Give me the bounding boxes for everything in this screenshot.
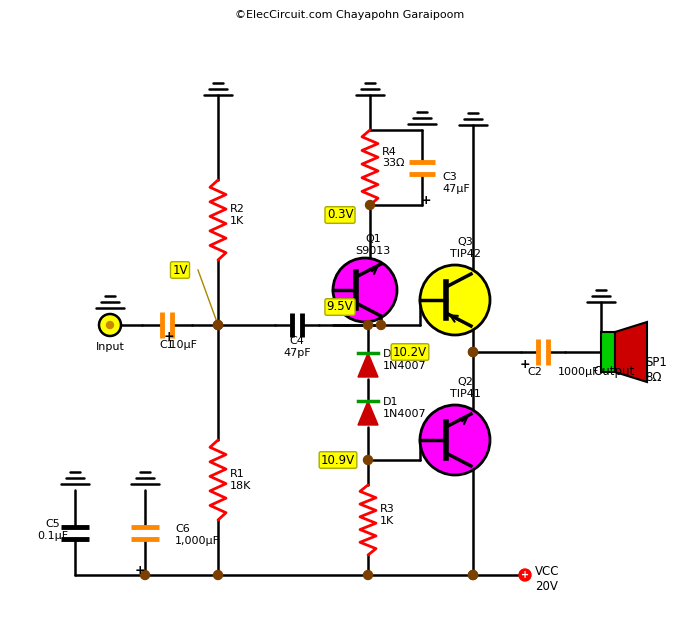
Text: 10µF: 10µF — [153, 340, 197, 350]
Polygon shape — [358, 353, 378, 377]
Text: C3
47µF: C3 47µF — [442, 172, 470, 194]
Text: +: + — [164, 330, 174, 344]
Circle shape — [365, 201, 375, 210]
Text: +: + — [519, 358, 531, 370]
Text: R3
1K: R3 1K — [380, 504, 395, 526]
Text: C6
1,000µF: C6 1,000µF — [175, 525, 220, 546]
Circle shape — [519, 569, 531, 581]
Circle shape — [363, 455, 372, 464]
Circle shape — [468, 347, 477, 356]
Text: 10.9V: 10.9V — [321, 453, 355, 467]
Text: Input: Input — [96, 342, 125, 352]
Text: +: + — [134, 565, 146, 577]
Circle shape — [214, 321, 223, 330]
Text: 0.3V: 0.3V — [327, 208, 354, 222]
Circle shape — [141, 570, 150, 580]
Circle shape — [468, 570, 477, 580]
Text: Output: Output — [593, 366, 634, 378]
Text: Q3
TIP42: Q3 TIP42 — [449, 237, 480, 259]
Text: SP1
8Ω: SP1 8Ω — [645, 356, 667, 384]
Text: +: + — [521, 570, 529, 580]
Text: 1V: 1V — [172, 264, 188, 276]
Text: 1000µF: 1000µF — [558, 367, 599, 377]
Circle shape — [99, 314, 121, 336]
Text: Q2
TIP41: Q2 TIP41 — [449, 377, 480, 399]
Circle shape — [468, 347, 477, 356]
Circle shape — [363, 570, 372, 580]
Text: D2
1N4007: D2 1N4007 — [383, 349, 426, 371]
Circle shape — [468, 570, 477, 580]
Circle shape — [420, 405, 490, 475]
Text: C5
0.1µF: C5 0.1µF — [37, 519, 69, 541]
Text: R1
18K: R1 18K — [230, 469, 251, 491]
Text: 10.2V: 10.2V — [393, 345, 427, 359]
Circle shape — [214, 570, 223, 580]
FancyBboxPatch shape — [601, 332, 615, 372]
Circle shape — [377, 321, 386, 330]
Circle shape — [420, 265, 490, 335]
Text: Q1
S9013: Q1 S9013 — [356, 234, 391, 256]
Circle shape — [106, 321, 113, 328]
Text: C4
47pF: C4 47pF — [284, 336, 311, 358]
Text: 9.5V: 9.5V — [327, 300, 354, 314]
Text: R4
33Ω: R4 33Ω — [382, 147, 405, 168]
Circle shape — [363, 321, 372, 330]
Text: C2: C2 — [528, 367, 542, 377]
Text: R2
1K: R2 1K — [230, 204, 245, 226]
Polygon shape — [615, 322, 647, 382]
Text: +: + — [421, 194, 431, 208]
Text: ©ElecCircuit.com Chayapohn Garaipoom: ©ElecCircuit.com Chayapohn Garaipoom — [235, 10, 465, 20]
Circle shape — [333, 258, 397, 322]
Text: VCC
20V: VCC 20V — [535, 565, 559, 593]
Polygon shape — [358, 401, 378, 425]
Circle shape — [214, 321, 223, 330]
Text: D1
1N4007: D1 1N4007 — [383, 398, 426, 419]
Text: C1: C1 — [160, 340, 174, 350]
